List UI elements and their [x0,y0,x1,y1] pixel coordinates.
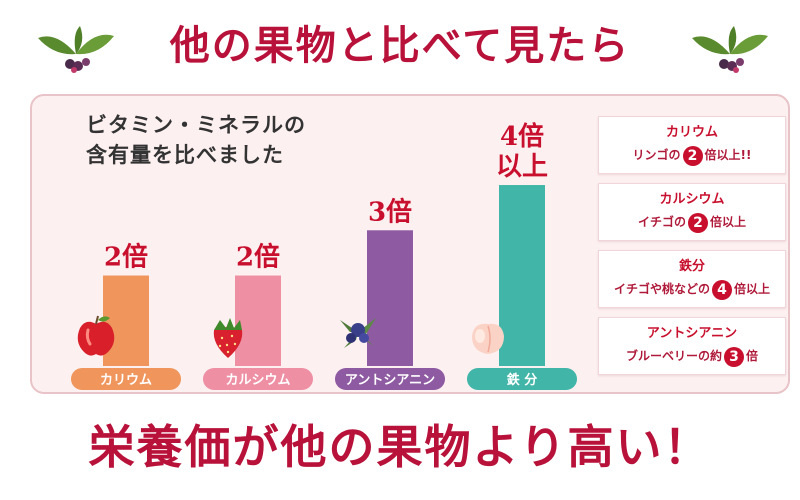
info-detail-before: イチゴや桃などの [613,282,710,296]
number-badge: 2 [682,145,703,166]
info-detail-after: 倍 [746,349,759,363]
category-pill [335,368,445,390]
category-label: カリウム [100,373,152,388]
number-badge: 4 [712,279,732,300]
info-detail: イチゴや桃などの 4 倍以上 [599,277,785,301]
info-title: 鉄分 [678,259,705,274]
chart-heading: ビタミン・ミネラルの 含有量を比べました [86,110,386,170]
value-label: 3倍 [368,196,412,227]
category-pill [467,368,577,390]
leaf-decoration-left [38,26,114,73]
blueberry-icon [340,318,376,348]
info-box-calcium: カルシウム イチゴの 2 倍以上 [598,183,786,241]
strawberry-icon [213,318,243,358]
leaf-decoration-right [692,26,768,73]
category-label: アントシアニン [345,373,435,388]
info-detail: ブルーベリーの約 3 倍 [599,344,785,368]
category-pill [71,368,181,390]
category-label: 鉄 分 [507,372,538,388]
info-detail-before: ブルーベリーの約 [625,349,722,363]
category-label: カルシウム [225,373,290,388]
info-detail-after: 倍以上 [734,282,771,296]
bar-1 [235,275,281,366]
number-badge: 2 [688,212,708,233]
info-box-anthocyanin: アントシアニン ブルーベリーの約 3 倍 [598,317,786,375]
apple-icon [77,315,115,356]
chart-area: 2倍カリウム 2倍カルシウム 3倍アントシアニン 4倍 以上鉄 分 ビタミン・ミネラルの… [46,96,586,392]
page-title: 他の果物と比べて見たら [169,23,631,69]
value-label: 4倍 [500,121,544,152]
footer-title: 栄養価が他の果物より高い！ [88,420,712,474]
value-label: 2倍 [236,242,280,273]
info-title: カルシウム [659,192,725,207]
info-detail: イチゴの 2 倍以上 [599,210,785,234]
info-title: カリウム [665,125,718,140]
info-detail-before: イチゴの [637,215,686,229]
chart-heading-line1: ビタミン・ミネラルの [86,113,306,137]
bar-3 [499,185,545,366]
bar-0 [103,275,149,366]
info-detail: リンゴの 2 倍以上!! [599,143,785,167]
info-detail-after: 倍以上!! [704,148,752,162]
chart-heading-line2: 含有量を比べました [86,143,284,167]
info-detail-before: リンゴの [632,148,681,162]
info-column: カリウム リンゴの 2 倍以上!! カルシウム イチゴの 2 倍以上 鉄分 イチゴや桃な… [598,116,786,384]
bar-2 [367,230,413,366]
value-label: 2倍 [104,242,148,273]
category-pill [203,368,313,390]
value-label: 以上 [496,152,548,182]
peach-icon [472,323,504,354]
info-detail-after: 倍以上 [710,215,747,229]
number-badge: 3 [724,346,744,367]
comparison-panel: 2倍 カリウム 2倍 カルシウム 3倍 アントシアニン 4倍 以上鉄 分 ビタミン・ミネラルの… [30,94,790,394]
info-title: アントシアニン [646,326,738,341]
info-box-potassium: カリウム リンゴの 2 倍以上!! [598,116,786,174]
info-box-iron: 鉄分 イチゴや桃などの 4 倍以上 [598,250,786,308]
